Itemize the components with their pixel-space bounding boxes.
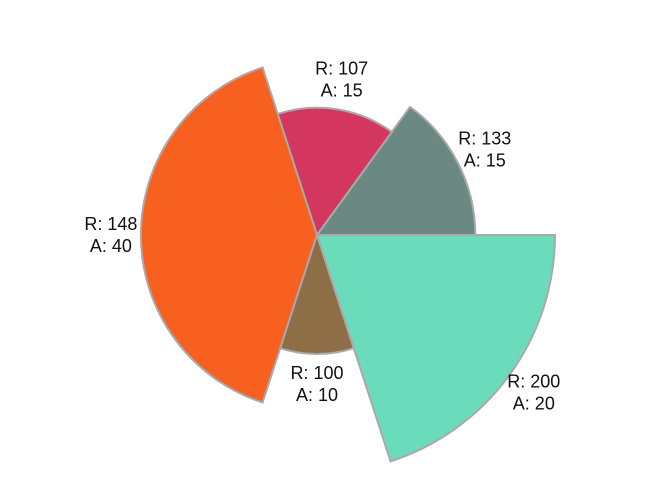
slice-4[interactable] (315, 234, 557, 463)
slice-3[interactable] (278, 231, 356, 355)
slices-layer (139, 66, 557, 463)
slice-label-radius: R: 200 (507, 372, 560, 392)
slice-label-radius: R: 133 (458, 129, 511, 149)
slice-label-radius: R: 100 (290, 363, 343, 383)
slice-0[interactable] (315, 105, 477, 236)
slice-2[interactable] (139, 66, 319, 404)
slice-label-angle: A: 10 (296, 385, 338, 405)
slice-label-4: R: 200 A: 20 (507, 372, 560, 414)
slice-label-radius: R: 107 (315, 59, 368, 79)
slice-label-radius: R: 148 (84, 214, 137, 234)
labels-layer: R: 133 A: 15R: 107 A: 15R: 148 A: 40R: 100 A… (84, 59, 560, 414)
slice-label-1: R: 107 A: 15 (315, 59, 368, 101)
slice-label-angle: A: 15 (464, 151, 506, 171)
slice-label-angle: A: 40 (90, 236, 132, 256)
slice-label-angle: A: 15 (321, 81, 363, 101)
slice-1[interactable] (276, 106, 394, 238)
slice-label-0: R: 133 A: 15 (458, 129, 511, 171)
slice-label-angle: A: 20 (513, 394, 555, 414)
slice-label-3: R: 100 A: 10 (290, 363, 343, 405)
slice-label-2: R: 148 A: 40 (84, 214, 137, 256)
